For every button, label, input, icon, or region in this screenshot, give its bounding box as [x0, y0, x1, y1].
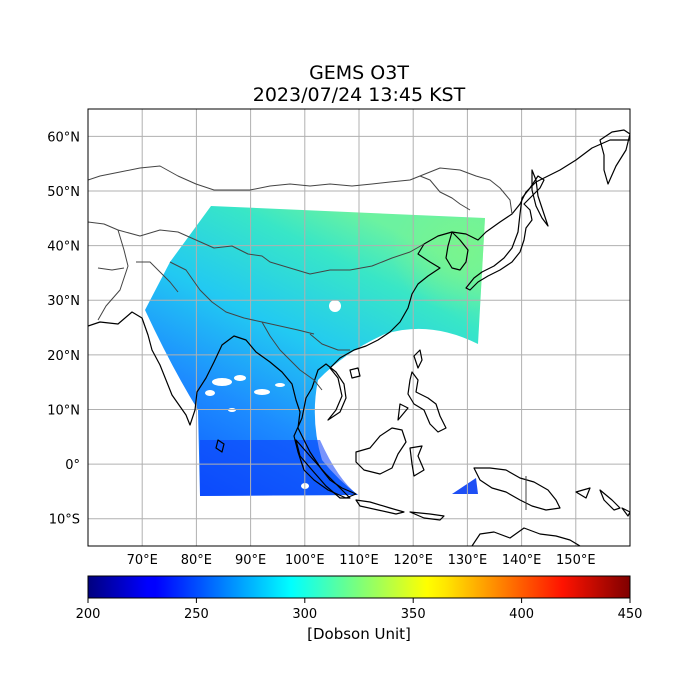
coastline-new-guinea	[473, 467, 561, 511]
lon-tick-label: 100°E	[285, 553, 325, 568]
longitude-labels: 70°E 80°E 90°E 100°E 110°E 120°E 130°E 140°E 150…	[127, 553, 596, 568]
colorbar-tick-label: 200	[76, 607, 101, 622]
map-title-line1: GEMS O3T	[309, 62, 409, 84]
colorbar-tick-label: 400	[509, 607, 534, 622]
coastline-sakhalin	[531, 169, 549, 227]
lon-tick-label: 80°E	[181, 553, 212, 568]
lat-tick-label: 0°	[65, 458, 80, 473]
country-borders	[88, 165, 527, 510]
lat-tick-label: 10°N	[47, 403, 80, 418]
lat-tick-label: 20°N	[47, 349, 80, 364]
coastline-australia	[471, 527, 581, 546]
lon-tick-label: 70°E	[127, 553, 158, 568]
gridlines	[88, 109, 630, 546]
colorbar-label: [Dobson Unit]	[307, 625, 411, 643]
map-frame	[87, 108, 631, 547]
coastline-japan	[465, 175, 545, 291]
lon-tick-label: 130°E	[448, 553, 488, 568]
coastline-korea	[445, 231, 469, 271]
coastline-taiwan	[413, 349, 423, 369]
colorbar: 200 250 300 350 400 450 [Dobson Unit]	[76, 575, 643, 643]
lon-tick-label: 120°E	[393, 553, 433, 568]
colorbar-ticks: 200 250 300 350 400 450	[76, 598, 643, 622]
coastline-kamchatka	[599, 129, 630, 185]
map-title-line2: 2023/07/24 13:45 KST	[253, 84, 466, 106]
lat-tick-label: 60°N	[47, 130, 80, 145]
coastline-sri-lanka	[215, 439, 225, 453]
lon-tick-label: 140°E	[502, 553, 542, 568]
coastline-sulawesi	[409, 445, 425, 477]
ozone-small-patch	[452, 478, 478, 494]
lat-tick-label: 10°S	[49, 513, 80, 528]
coastline-borneo	[355, 427, 407, 475]
colorbar-tick-label: 300	[292, 607, 317, 622]
lon-tick-label: 90°E	[235, 553, 266, 568]
coastline-sumatra	[295, 439, 351, 499]
coastline-mainland	[88, 139, 630, 499]
lat-tick-label: 40°N	[47, 240, 80, 255]
map-area	[88, 109, 630, 546]
coastline-philippines	[407, 371, 447, 433]
colorbar-tick-label: 450	[618, 607, 643, 622]
colorbar-gradient	[87, 575, 631, 599]
colorbar-tick-label: 350	[401, 607, 426, 622]
ozone-east-enhancement	[340, 218, 485, 344]
latitude-labels: 60°N 50°N 40°N 30°N 20°N 10°N 0° 10°S	[47, 130, 80, 527]
missing-data-patches	[205, 300, 341, 489]
coastlines	[88, 129, 630, 546]
ozone-south-low	[200, 440, 358, 496]
coastline-hainan	[349, 367, 361, 379]
coastline-java	[355, 499, 405, 515]
lat-tick-label: 30°N	[47, 294, 80, 309]
lat-tick-label: 50°N	[47, 185, 80, 200]
colorbar-tick-label: 250	[184, 607, 209, 622]
lon-tick-label: 150°E	[556, 553, 596, 568]
lon-tick-label: 110°E	[339, 553, 379, 568]
